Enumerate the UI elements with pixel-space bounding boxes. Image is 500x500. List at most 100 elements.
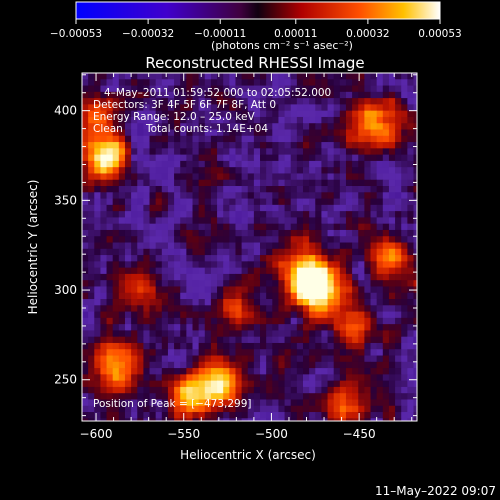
heatmap-cell — [315, 236, 322, 243]
heatmap-cell — [118, 267, 126, 275]
heatmap-cell — [112, 192, 120, 199]
heatmap-cell — [315, 142, 322, 149]
heatmap-cell — [100, 167, 107, 174]
heatmap-cell — [247, 110, 255, 118]
heatmap-cell — [198, 299, 206, 306]
heatmap-cell — [161, 223, 169, 231]
heatmap-cell — [395, 292, 402, 300]
heatmap-cell — [198, 198, 206, 206]
heatmap-cell — [376, 380, 384, 388]
heatmap-cell — [370, 229, 378, 237]
heatmap-cell — [358, 192, 365, 199]
heatmap-cell — [315, 305, 322, 312]
heatmap-cell — [278, 236, 285, 243]
heatmap-cell — [155, 349, 163, 356]
heatmap-cell — [180, 374, 187, 382]
heatmap-cell — [198, 267, 206, 275]
heatmap-cell — [124, 160, 132, 168]
heatmap-cell — [235, 311, 243, 319]
heatmap-cell — [266, 317, 273, 325]
heatmap-cell — [370, 148, 378, 156]
heatmap-cell — [106, 73, 114, 80]
heatmap-cell — [137, 217, 144, 225]
heatmap-cell — [302, 204, 310, 212]
heatmap-cell — [204, 399, 212, 407]
heatmap-cell — [149, 123, 157, 130]
heatmap-cell — [358, 273, 365, 281]
heatmap-cell — [88, 116, 95, 124]
heatmap-cell — [345, 311, 353, 319]
heatmap-cell — [161, 324, 169, 331]
heatmap-cell — [358, 242, 365, 250]
heatmap-cell — [174, 324, 181, 331]
heatmap-cell — [82, 349, 89, 356]
heatmap-cell — [382, 236, 390, 243]
heatmap-cell — [266, 73, 273, 80]
heatmap-cell — [296, 85, 304, 93]
heatmap-cell — [180, 261, 187, 269]
heatmap-cell — [395, 242, 402, 250]
heatmap-cell — [253, 305, 261, 312]
heatmap-cell — [296, 286, 304, 294]
heatmap-cell — [155, 104, 163, 112]
heatmap-cell — [94, 179, 101, 187]
heatmap-cell — [309, 368, 316, 375]
heatmap-cell — [149, 236, 157, 243]
heatmap-cell — [376, 85, 384, 93]
heatmap-cell — [118, 368, 126, 375]
heatmap-cell — [235, 280, 243, 287]
heatmap-cell — [370, 324, 378, 331]
heatmap-cell — [247, 179, 255, 187]
heatmap-cell — [339, 154, 347, 162]
heatmap-cell — [364, 299, 371, 306]
heatmap-cell — [260, 324, 267, 331]
heatmap-cell — [241, 173, 249, 181]
heatmap-cell — [370, 349, 378, 356]
heatmap-cell — [253, 192, 261, 199]
heatmap-cell — [296, 217, 304, 225]
heatmap-cell — [155, 336, 163, 344]
heatmap-cell — [131, 286, 138, 294]
heatmap-cell — [302, 305, 310, 312]
heatmap-cell — [364, 342, 371, 350]
heatmap-cell — [229, 186, 236, 193]
heatmap-cell — [241, 186, 249, 193]
heatmap-cell — [106, 85, 114, 93]
heatmap-cell — [358, 418, 365, 421]
heatmap-cell — [106, 248, 114, 256]
heatmap-cell — [235, 267, 243, 275]
heatmap-cell — [284, 399, 292, 407]
heatmap-cell — [253, 179, 261, 187]
heatmap-cell — [382, 116, 390, 124]
heatmap-cell — [204, 186, 212, 193]
heatmap-cell — [88, 85, 95, 93]
heatmap-cell — [180, 85, 187, 93]
heatmap-cell — [100, 217, 107, 225]
heatmap-cell — [296, 129, 304, 137]
heatmap-cell — [290, 98, 298, 105]
heatmap-cell — [260, 242, 267, 250]
heatmap-cell — [217, 267, 224, 275]
heatmap-cell — [260, 79, 267, 86]
heatmap-cell — [131, 299, 138, 306]
heatmap-cell — [413, 248, 417, 256]
heatmap-cell — [155, 393, 163, 400]
heatmap-cell — [376, 261, 384, 269]
heatmap-cell — [204, 192, 212, 199]
heatmap-cell — [204, 173, 212, 181]
heatmap-cell — [352, 330, 359, 338]
heatmap-cell — [155, 123, 163, 130]
heatmap-cell — [106, 129, 114, 137]
heatmap-cell — [88, 217, 95, 225]
heatmap-cell — [88, 248, 95, 256]
heatmap-cell — [143, 154, 150, 162]
heatmap-cell — [272, 104, 279, 112]
heatmap-cell — [364, 255, 371, 262]
heatmap-cell — [124, 280, 132, 287]
heatmap-cell — [364, 386, 371, 394]
heatmap-cell — [339, 104, 347, 112]
heatmap-cell — [247, 116, 255, 124]
heatmap-cell — [296, 374, 304, 382]
heatmap-cell — [260, 311, 267, 319]
heatmap-cell — [370, 104, 378, 112]
